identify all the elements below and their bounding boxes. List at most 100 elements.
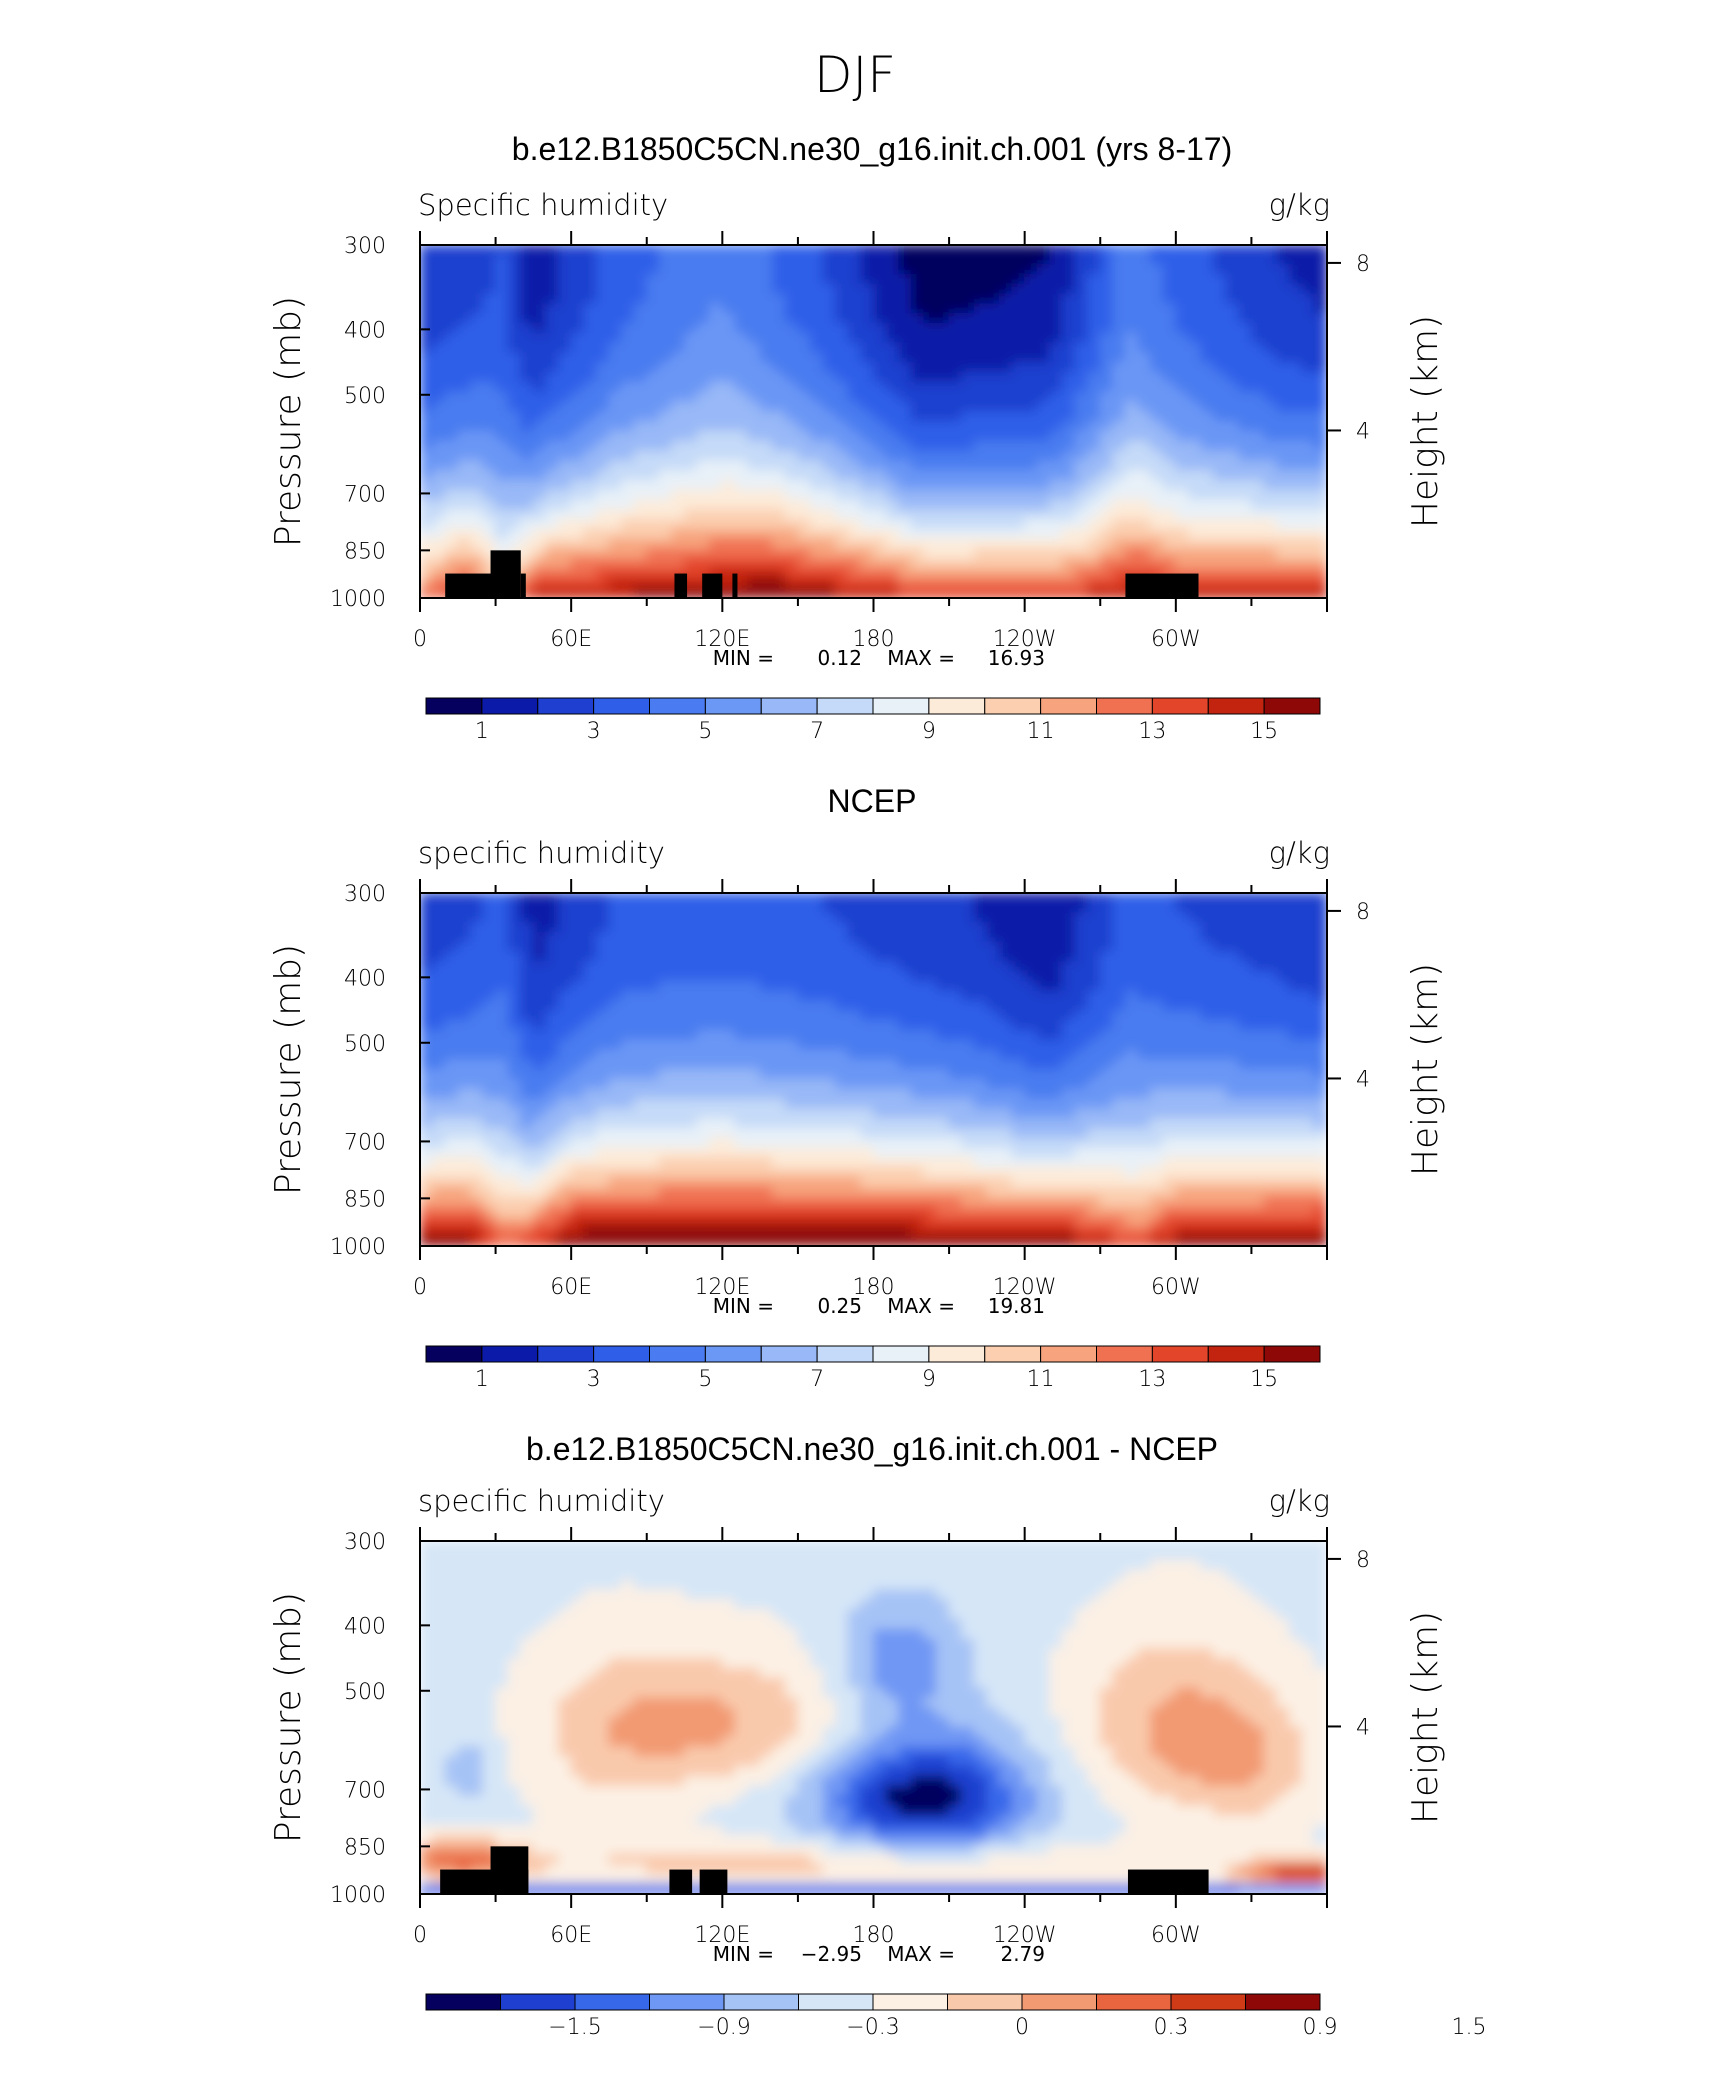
contour-cell	[1150, 548, 1164, 560]
contour-cell	[420, 489, 434, 501]
contour-cell	[1024, 1235, 1038, 1246]
contour-cell	[532, 430, 547, 442]
contour-cell	[860, 479, 874, 491]
contour-cell	[432, 1176, 446, 1188]
contour-cell	[1250, 450, 1265, 462]
contour-cell	[784, 391, 799, 403]
contour-cell	[948, 990, 963, 1002]
contour-cell	[822, 479, 837, 491]
contour-cell	[595, 1216, 610, 1227]
contour-cell	[595, 912, 610, 923]
contour-cell	[671, 440, 686, 452]
contour-cell	[1011, 303, 1026, 315]
contour-cell	[1213, 362, 1227, 373]
contour-cell	[835, 587, 849, 598]
contour-cell	[507, 460, 522, 472]
contour-cell	[1213, 421, 1227, 432]
contour-cell	[621, 460, 635, 472]
contour-cell	[1074, 470, 1089, 481]
contour-cell	[482, 283, 497, 295]
contour-cell	[457, 460, 471, 472]
contour-cell	[1213, 303, 1227, 315]
contour-cell	[1313, 303, 1327, 315]
contour-cell	[1061, 293, 1076, 305]
contour-cell	[1061, 342, 1076, 354]
contour-cell	[847, 1216, 862, 1227]
contour-cell	[797, 577, 812, 589]
contour-cell	[646, 440, 660, 452]
contour-cell	[1061, 1059, 1076, 1070]
contour-cell	[973, 931, 988, 943]
contour-cell	[608, 313, 623, 324]
contour-cell	[1276, 421, 1290, 432]
contour-cell	[432, 470, 446, 481]
contour-cell	[420, 1147, 434, 1159]
contour-cell	[923, 902, 937, 914]
contour-cell	[810, 970, 824, 982]
contour-cell	[1137, 1118, 1152, 1129]
contour-cell	[545, 293, 560, 305]
contour-cell	[797, 352, 812, 364]
contour-cell	[1301, 254, 1315, 266]
contour-cell	[1162, 411, 1177, 422]
contour-cell	[684, 499, 698, 511]
contour-cell	[1301, 371, 1315, 383]
contour-cell	[835, 1235, 849, 1246]
contour-cell	[432, 1235, 446, 1246]
contour-cell	[822, 283, 837, 295]
contour-cell	[671, 568, 686, 579]
contour-cell	[482, 558, 497, 570]
contour-cell	[1137, 1049, 1152, 1061]
contour-cell	[1301, 568, 1315, 579]
contour-cell	[1263, 470, 1278, 481]
contour-cell	[469, 1069, 484, 1080]
contour-cell	[1087, 558, 1101, 570]
contour-cell	[432, 322, 446, 334]
contour-cell	[1061, 980, 1076, 992]
contour-cell	[658, 489, 673, 501]
contour-cell	[998, 1019, 1013, 1031]
y-tick-label: 300	[344, 234, 386, 259]
contour-cell	[608, 1098, 623, 1110]
contour-cell	[469, 1176, 484, 1188]
contour-cell	[923, 430, 937, 442]
contour-cell	[420, 951, 434, 963]
contour-cell	[1288, 245, 1303, 256]
contour-cell	[1238, 273, 1252, 285]
contour-cell	[658, 941, 673, 953]
contour-cell	[1049, 519, 1063, 530]
contour-cell	[583, 283, 597, 295]
contour-cell	[810, 254, 824, 266]
contour-cell	[469, 303, 484, 315]
contour-cell	[847, 391, 862, 403]
contour-cell	[558, 1216, 572, 1227]
contour-cell	[772, 1157, 786, 1169]
contour-cell	[1099, 499, 1114, 511]
contour-cell	[998, 1059, 1013, 1070]
contour-cell	[1049, 1127, 1063, 1139]
contour-cell	[671, 1157, 686, 1169]
contour-cell	[961, 1069, 975, 1080]
contour-cell	[608, 371, 623, 383]
contour-cell	[621, 921, 635, 933]
contour-cell	[1301, 322, 1315, 334]
contour-cell	[1011, 912, 1026, 923]
contour-cell	[1263, 460, 1278, 472]
y2-tick-label: 4	[1356, 419, 1370, 444]
contour-cell	[1036, 264, 1051, 275]
contour-cell	[835, 1088, 849, 1100]
contour-cell	[1213, 1176, 1227, 1188]
contour-cell	[1011, 1108, 1026, 1120]
contour-cell	[432, 245, 446, 256]
contour-cell	[1301, 587, 1315, 598]
contour-cell	[1187, 1186, 1202, 1198]
contour-cell	[822, 1049, 837, 1061]
contour-cell	[432, 538, 446, 550]
contour-cell	[822, 509, 837, 521]
contour-cell	[1036, 548, 1051, 560]
contour-cell	[772, 1186, 786, 1198]
contour-cell	[696, 1196, 711, 1208]
contour-cell	[797, 421, 812, 432]
contour-cell	[1112, 245, 1126, 256]
contour-cell	[1213, 519, 1227, 530]
